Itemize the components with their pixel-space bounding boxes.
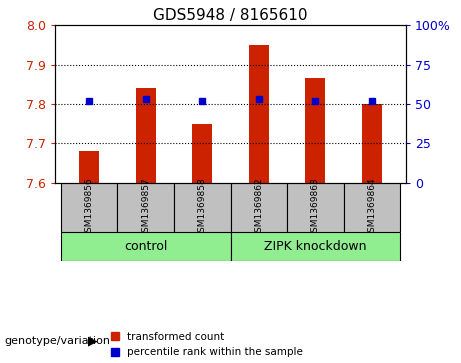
Bar: [192, 124, 212, 183]
FancyBboxPatch shape: [61, 232, 230, 261]
Text: control: control: [124, 240, 167, 253]
Text: genotype/variation: genotype/variation: [5, 336, 111, 346]
FancyBboxPatch shape: [174, 183, 230, 232]
FancyBboxPatch shape: [287, 183, 343, 232]
Text: GSM1369862: GSM1369862: [254, 177, 263, 238]
Text: ▶: ▶: [88, 335, 97, 348]
Text: GSM1369856: GSM1369856: [85, 177, 94, 238]
Text: GSM1369864: GSM1369864: [367, 177, 376, 238]
Text: GSM1369863: GSM1369863: [311, 177, 320, 238]
Bar: [249, 45, 269, 183]
Title: GDS5948 / 8165610: GDS5948 / 8165610: [153, 8, 308, 23]
FancyBboxPatch shape: [118, 183, 174, 232]
Legend: transformed count, percentile rank within the sample: transformed count, percentile rank withi…: [106, 328, 307, 362]
Text: GSM1369858: GSM1369858: [198, 177, 207, 238]
FancyBboxPatch shape: [343, 183, 400, 232]
Bar: [362, 104, 382, 183]
Text: GSM1369857: GSM1369857: [141, 177, 150, 238]
Bar: [79, 151, 99, 183]
Bar: [136, 88, 156, 183]
FancyBboxPatch shape: [61, 183, 118, 232]
FancyBboxPatch shape: [230, 232, 400, 261]
Text: ZIPK knockdown: ZIPK knockdown: [264, 240, 366, 253]
FancyBboxPatch shape: [230, 183, 287, 232]
Bar: [305, 78, 325, 183]
